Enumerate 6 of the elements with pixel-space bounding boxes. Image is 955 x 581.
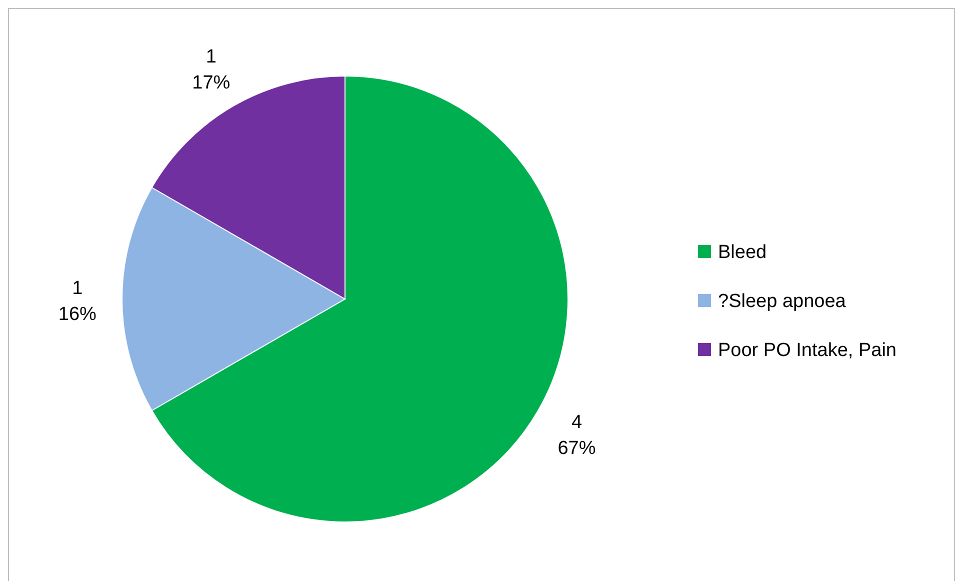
data-label: 1 16%: [58, 278, 97, 325]
legend-label: Bleed: [718, 242, 767, 263]
data-label: 4 67%: [558, 412, 596, 459]
legend-label: ?Sleep apnoea: [718, 291, 846, 312]
data-label: 1 17%: [192, 46, 230, 94]
legend-label: Poor PO Intake, Pain: [718, 340, 896, 361]
